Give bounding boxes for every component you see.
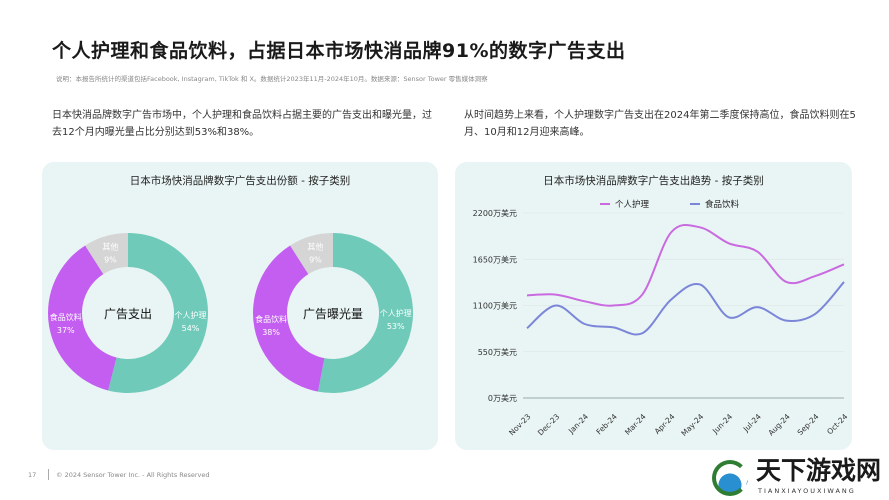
donut-slice [318, 233, 414, 393]
y-tick-label: 2200万美元 [473, 208, 517, 218]
slice-value: 9% [309, 256, 322, 265]
x-tick-label: Jan-24 [566, 412, 590, 436]
x-tick-label: Dec-23 [536, 412, 561, 437]
data-note: 说明：本报告所统计的渠道包括Facebook, Instagram, TikTo… [56, 75, 488, 83]
slice-value: 54% [182, 324, 200, 333]
slice-label: 其他 [307, 242, 323, 252]
trend-chart-title: 日本市场快消品牌数字广告支出趋势 - 按子类别 [543, 175, 764, 187]
series-line [526, 223, 845, 307]
x-tick-label: Sep-24 [796, 412, 821, 437]
slice-value: 9% [104, 256, 117, 265]
share-chart-title: 日本市场快消品牌数字广告支出份额 - 按子类别 [129, 175, 351, 187]
x-tick-label: May-24 [679, 412, 705, 438]
slice-value: 37% [57, 326, 75, 335]
trend-card: 日本市场快消品牌数字广告支出趋势 - 按子类别 0万美元 550万美元 1100万美… [455, 162, 852, 450]
right-paragraph: 从时间趋势上来看，个人护理数字广告支出在2024年第二季度保持高位，食品饮料则在… [464, 110, 856, 138]
page-number: 17 [28, 471, 37, 479]
donut-center-label: 广告支出 [104, 307, 152, 321]
line-chart: 0万美元 550万美元 1100万美元 1650万美元 2200万美元 Nov-23 Dec… [473, 199, 850, 438]
slice-label: 其他 [102, 242, 118, 252]
legend-label: 食品饮料 [705, 199, 740, 210]
x-tick-label: Mar-24 [623, 412, 648, 437]
footer-divider [48, 469, 49, 480]
donut-charts: 个人护理 54% 食品饮料 37% 其他 9% 广告支出 个人护理 53% 食品饮料 38% 其他 9%… [48, 233, 414, 393]
logo-subtext: TIANXIAYOUXIWANG [758, 487, 856, 495]
page-title: 个人护理和食品饮料，占据日本市场快消品牌91%的数字广告支出 [52, 40, 626, 62]
slice-label: 个人护理 [175, 310, 207, 320]
slice-label: 食品饮料 [50, 312, 82, 322]
slice-label: 个人护理 [380, 308, 412, 318]
dragon-logo-icon [712, 460, 748, 496]
x-tick-label: Apr-24 [653, 412, 677, 436]
share-card: 日本市场快消品牌数字广告支出份额 - 按子类别 个人护理 54% 食品饮料 37% 其他… [42, 162, 438, 450]
donut-slice [48, 245, 117, 391]
x-tick-label: Jun-24 [710, 412, 734, 436]
y-tick-label: 550万美元 [478, 347, 517, 357]
y-tick-label: 1650万美元 [473, 254, 517, 264]
legend-label: 个人护理 [615, 199, 650, 210]
x-tick-label: Nov-23 [507, 412, 532, 437]
x-tick-label: Feb-24 [594, 412, 619, 437]
slice-value: 38% [262, 328, 280, 337]
left-paragraph: 日本快消品牌数字广告市场中，个人护理和食品饮料占据主要的广告支出和曝光量，过去1… [52, 110, 432, 138]
donut-slice [85, 233, 128, 275]
donut-slice [108, 233, 209, 393]
copyright: © 2024 Sensor Tower Inc. - All Rights Re… [56, 471, 210, 479]
y-tick-label: 0万美元 [488, 393, 517, 403]
slice-value: 53% [387, 322, 405, 331]
x-tick-label: Aug-24 [766, 412, 792, 438]
y-tick-label: 1100万美元 [473, 301, 517, 311]
logo-text: 天下游戏网 [756, 456, 882, 485]
x-tick-label: Jul-24 [741, 412, 763, 434]
donut-slice [253, 245, 325, 392]
donut-center-label: 广告曝光量 [303, 307, 363, 321]
slice-label: 食品饮料 [255, 314, 287, 324]
donut-slice [290, 233, 333, 275]
x-tick-label: Oct-24 [825, 412, 849, 436]
series-line [526, 281, 845, 336]
site-logo: 天下游戏网 TIANXIAYOUXIWANG [712, 456, 882, 496]
